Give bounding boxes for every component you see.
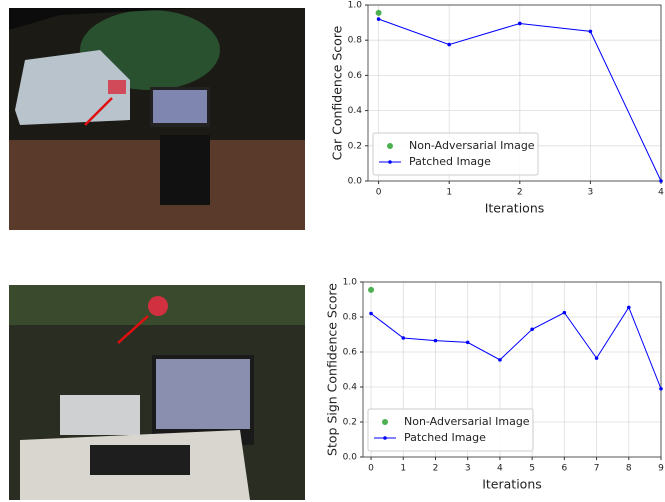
- x-tick-label: 4: [658, 188, 664, 198]
- x-tick-label: 2: [433, 464, 439, 474]
- y-tick-label: 0.6: [348, 71, 363, 81]
- scatter-point: [368, 286, 375, 293]
- y-axis-label: Stop Sign Confidence Score: [325, 283, 340, 456]
- legend-label: Non-Adversarial Image: [409, 139, 535, 152]
- x-tick-label: 9: [658, 464, 664, 474]
- x-tick-label: 5: [529, 464, 535, 474]
- series-line: [370, 306, 662, 389]
- line-marker: [498, 358, 502, 362]
- line-marker: [626, 305, 631, 310]
- line-marker: [659, 179, 663, 183]
- line-marker: [517, 21, 522, 26]
- y-tick-label: 0.4: [343, 383, 358, 393]
- legend-label: Patched Image: [409, 155, 491, 168]
- x-axis-label: Iterations: [482, 477, 542, 492]
- line-marker: [562, 310, 567, 315]
- photo-car: [9, 8, 305, 230]
- line-marker: [447, 42, 451, 47]
- x-tick-label: 1: [400, 464, 406, 474]
- line-marker: [594, 356, 599, 360]
- y-axis-label: Car Confidence Score: [330, 25, 345, 160]
- x-tick-label: 8: [626, 464, 632, 474]
- legend-swatch: [382, 419, 388, 425]
- line-marker: [376, 17, 381, 21]
- x-tick-label: 7: [594, 464, 600, 474]
- y-tick-label: 0.6: [343, 348, 358, 358]
- x-tick-label: 3: [465, 464, 471, 474]
- scatter-point: [375, 9, 382, 16]
- line-marker: [401, 336, 406, 340]
- y-tick-label: 0.0: [343, 453, 358, 463]
- x-tick-label: 4: [497, 464, 503, 474]
- y-tick-label: 1.0: [343, 278, 358, 288]
- legend-box: [367, 408, 534, 452]
- x-axis-label: Iterations: [485, 201, 545, 216]
- legend-label: Non-Adversarial Image: [404, 415, 530, 428]
- legend-box: [372, 132, 539, 176]
- x-tick-label: 2: [517, 188, 523, 198]
- y-tick-label: 0.8: [343, 313, 358, 323]
- y-tick-label: 0.0: [348, 177, 363, 187]
- x-tick-label: 1: [446, 188, 452, 198]
- y-tick-label: 0.8: [348, 36, 363, 46]
- legend-swatch: [387, 143, 393, 149]
- y-tick-label: 0.2: [343, 418, 357, 428]
- line-marker: [588, 29, 593, 34]
- x-tick-label: 3: [588, 188, 594, 198]
- x-tick-label: 0: [376, 188, 382, 198]
- x-tick-label: 0: [368, 464, 374, 474]
- line-marker: [369, 311, 373, 316]
- axes-frame: [367, 4, 662, 182]
- legend-label: Patched Image: [404, 431, 486, 444]
- line-marker: [465, 340, 470, 345]
- x-tick-label: 6: [561, 464, 567, 474]
- y-tick-label: 1.0: [348, 1, 363, 11]
- line-marker: [433, 338, 438, 343]
- axes-frame: [362, 281, 662, 458]
- line-marker: [659, 386, 663, 391]
- line-marker: [530, 327, 534, 332]
- legend-swatch: [383, 436, 387, 440]
- y-tick-label: 0.4: [348, 106, 363, 116]
- photo-stop-sign: [9, 285, 305, 500]
- legend-swatch: [388, 160, 392, 164]
- y-tick-label: 0.2: [348, 141, 362, 151]
